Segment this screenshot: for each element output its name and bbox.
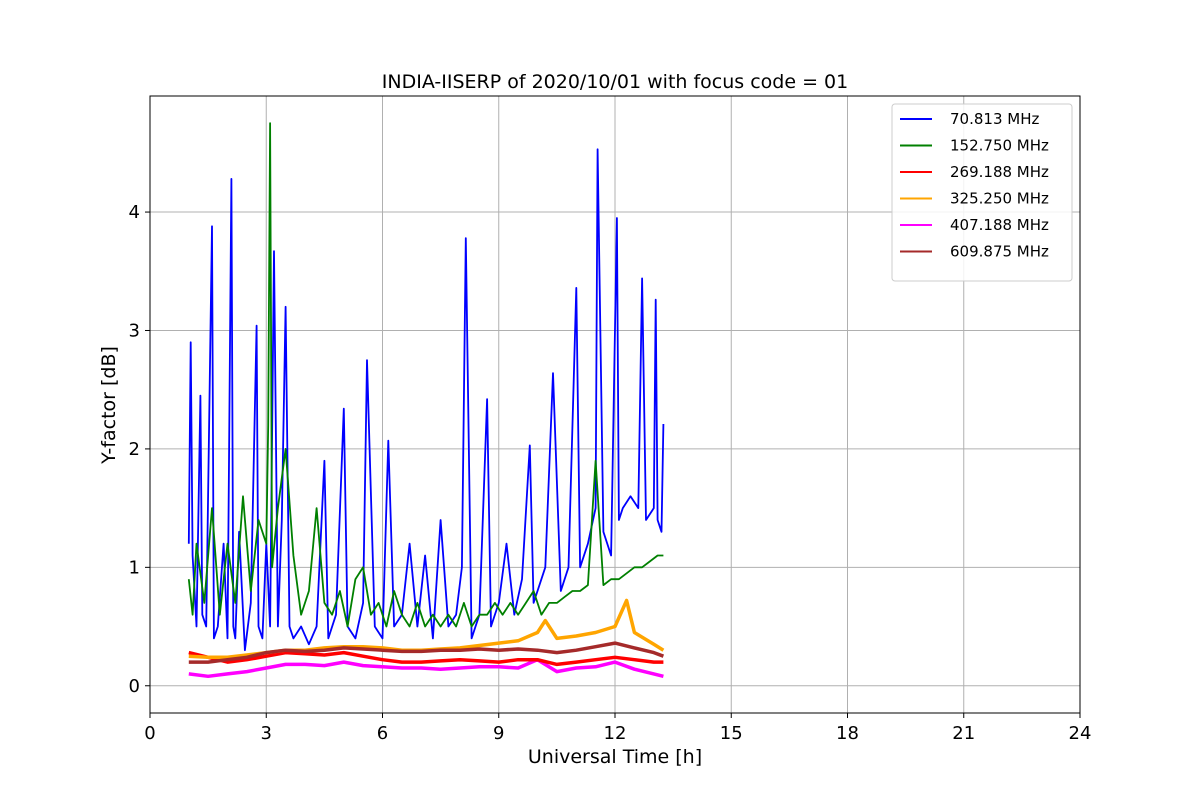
y-axis-label: Y-factor [dB] <box>98 346 120 465</box>
y-axis: 0 1 2 3 4 <box>129 202 150 697</box>
x-tick-label: 12 <box>604 723 627 744</box>
series-line <box>188 650 664 667</box>
x-tick-label: 9 <box>493 723 504 744</box>
legend-box <box>891 103 1073 282</box>
x-tick-label: 18 <box>836 723 859 744</box>
x-tick-label: 15 <box>720 723 743 744</box>
y-tick-label: 1 <box>129 557 140 578</box>
legend-label: 325.250 MHz <box>950 190 1049 208</box>
series-line <box>187 122 664 628</box>
x-axis-label: Universal Time [h] <box>528 746 702 768</box>
y-tick-label: 3 <box>129 320 140 341</box>
series-line <box>188 641 665 664</box>
x-tick-label: 6 <box>377 723 388 744</box>
legend-label: 152.750 MHz <box>950 137 1049 155</box>
series-line <box>188 657 664 679</box>
y-tick-label: 4 <box>129 202 140 223</box>
series-lines <box>187 122 665 679</box>
legend-label: 269.188 MHz <box>950 163 1049 181</box>
y-tick-label: 2 <box>129 439 140 460</box>
chart-title: INDIA-IISERP of 2020/10/01 with focus co… <box>382 71 848 93</box>
legend-label: 407.188 MHz <box>950 216 1049 234</box>
legend-label: 609.875 MHz <box>950 243 1049 261</box>
legend-label: 70.813 MHz <box>950 110 1039 128</box>
x-axis: 0 3 6 9 12 15 18 21 24 <box>144 713 1091 744</box>
x-tick-label: 24 <box>1069 723 1092 744</box>
y-tick-label: 0 <box>129 676 140 697</box>
legend: 70.813 MHz 152.750 MHz 269.188 MHz 325.250 … <box>891 103 1073 282</box>
x-tick-label: 0 <box>144 723 155 744</box>
x-tick-label: 3 <box>261 723 272 744</box>
x-tick-label: 21 <box>952 723 975 744</box>
